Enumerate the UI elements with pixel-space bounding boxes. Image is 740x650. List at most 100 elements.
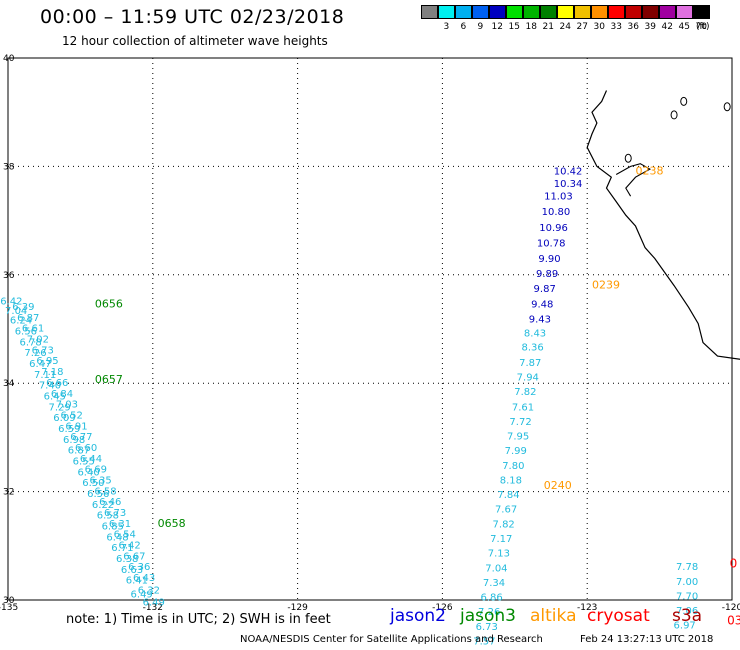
wave-height-label: 7.26 [24, 348, 46, 359]
wave-height-label: 10.80 [542, 207, 571, 218]
wave-height-label: 6.38 [116, 554, 138, 565]
color-swatch [693, 5, 710, 19]
wave-height-label: 6.78 [20, 337, 42, 348]
coastline [586, 90, 740, 360]
wave-height-label: 6.42 [0, 297, 22, 308]
legend-cryosat: cryosat [587, 606, 650, 626]
legend-altika: altika [530, 606, 577, 626]
wave-height-label: 6.45 [44, 391, 66, 402]
wave-height-label: 6.42 [118, 541, 140, 552]
lat-tick-label: 38 [3, 162, 15, 172]
wave-height-label: 7.80 [502, 461, 524, 472]
wave-height-label: 6.41 [126, 576, 148, 587]
wave-height-label: 6.63 [121, 565, 143, 576]
lon-tick-label: -120 [722, 603, 740, 613]
wave-height-label: 7.17 [490, 534, 512, 545]
wave-height-label: 8.18 [500, 475, 522, 486]
wave-height-label: 6.48 [106, 532, 128, 543]
color-tick-label: 6 [460, 22, 467, 32]
wave-height-label: 9.87 [534, 284, 556, 295]
pass-time-label: 0657 [95, 373, 123, 386]
color-tick-label: 27 [576, 22, 588, 32]
wave-height-label: 7.40 [39, 381, 61, 392]
wave-height-label: 8.43 [524, 329, 546, 340]
lake-outline [624, 153, 632, 163]
bay-outline [615, 163, 652, 197]
legend-jason3: jason3 [460, 606, 516, 626]
wave-height-label: 7.82 [493, 519, 515, 530]
color-swatch [523, 5, 540, 19]
wave-height-label: 6.85 [102, 522, 124, 533]
lat-tick-label: 30 [3, 596, 15, 606]
wave-height-label: 7.13 [488, 549, 510, 560]
wave-height-label: 11.03 [544, 191, 573, 202]
wave-height-label: 6.31 [109, 519, 131, 530]
color-tick-label: 18 [525, 22, 537, 32]
wave-height-label: 7.34 [483, 578, 505, 589]
wave-height-label: 9.43 [529, 314, 551, 325]
wave-height-label: 6.71 [111, 543, 133, 554]
wave-height-label: 6.49 [131, 589, 153, 600]
edge-time-label: 0 [730, 556, 738, 570]
map-frame [7, 57, 733, 601]
wave-height-label: 9.90 [538, 254, 560, 265]
wave-height-label: 6.87 [17, 313, 39, 324]
color-tick-label: 30 [593, 22, 605, 32]
lat-tick-label: 40 [3, 54, 15, 64]
lon-tick-label: -135 [0, 603, 18, 613]
wave-height-label: 6.50 [82, 478, 104, 489]
color-swatch [557, 5, 574, 19]
pass-time-label: 0240 [544, 479, 572, 492]
pass-time-label: 0239 [592, 278, 620, 291]
wave-height-label: 6.39 [12, 302, 34, 313]
wave-height-label: 6.22 [92, 500, 114, 511]
wave-height-label: 6.47 [29, 359, 51, 370]
wave-height-label: 7.04 [485, 563, 507, 574]
lake-outline [670, 110, 678, 120]
color-tick-label: 36 [627, 22, 639, 32]
wave-height-label: 10.34 [554, 179, 583, 190]
wave-height-label: 6.98 [63, 435, 85, 446]
wave-height-label: 7.94 [517, 372, 539, 383]
wave-height-label: 7.78 [676, 562, 698, 573]
color-tick-label: 45 [678, 22, 690, 32]
wave-height-label: 6.35 [90, 475, 112, 486]
wave-height-label: 6.56 [15, 326, 37, 337]
wave-height-label: 7.57 [473, 636, 495, 647]
wave-height-label: 6.77 [70, 432, 92, 443]
color-swatch [642, 5, 659, 19]
color-tick-label: 33 [610, 22, 622, 32]
wave-height-label: 6.61 [22, 324, 44, 335]
wave-height-label: 7.03 [56, 400, 78, 411]
lat-tick-label: 32 [3, 488, 14, 498]
color-swatch [421, 5, 438, 19]
wave-height-label: 7.67 [495, 505, 517, 516]
color-swatch [472, 5, 489, 19]
wave-height-label: 6.59 [58, 424, 80, 435]
wave-height-label: 6.54 [114, 530, 136, 541]
wave-height-label: 7.84 [497, 490, 519, 501]
wave-height-label: 6.55 [73, 457, 95, 468]
wave-height-label: 6.24 [10, 316, 32, 327]
wave-height-label: 6.69 [85, 465, 107, 476]
footer-source: NOAA/NESDIS Center for Satellite Applica… [240, 634, 543, 645]
wave-height-label: 6.32 [138, 585, 160, 596]
color-swatch [489, 5, 506, 19]
wave-height-label: 9.89 [536, 269, 558, 280]
lake-outline [723, 102, 731, 112]
color-swatch [676, 5, 693, 19]
wave-height-label: 6.97 [674, 621, 696, 632]
edge-time-label: 03 [727, 613, 740, 627]
color-swatch [659, 5, 676, 19]
color-swatch [540, 5, 557, 19]
color-swatch [625, 5, 642, 19]
wave-height-label: 6.09 [53, 413, 75, 424]
wave-height-label: 7.95 [507, 432, 529, 443]
wave-height-label: 7.26 [478, 607, 500, 618]
legend-jason2: jason2 [390, 606, 446, 626]
color-swatch [608, 5, 625, 19]
wave-height-label: 6.40 [77, 467, 99, 478]
color-swatch [574, 5, 591, 19]
wave-height-label: 6.58 [97, 511, 119, 522]
